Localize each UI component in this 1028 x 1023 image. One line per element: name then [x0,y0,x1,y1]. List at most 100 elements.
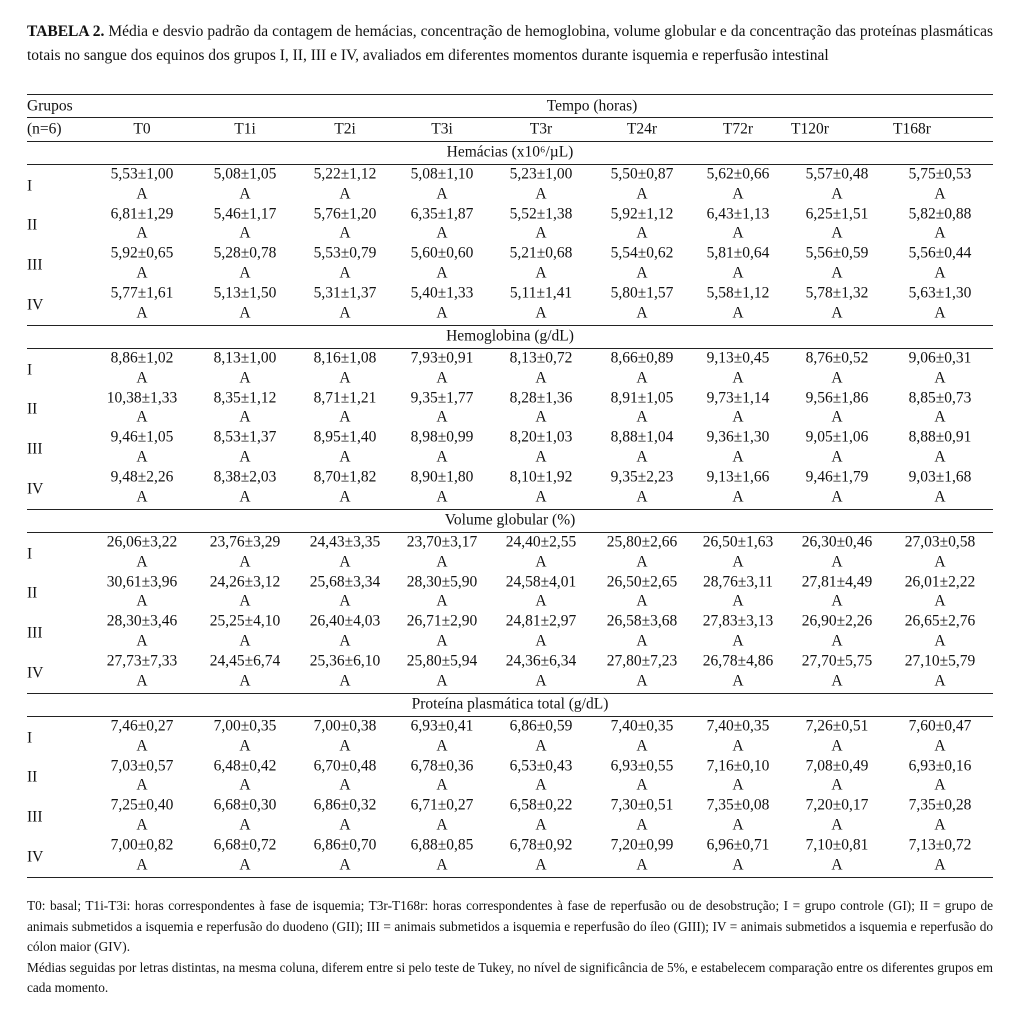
caption-label: TABELA 2. [27,23,105,40]
cell-letter: A [136,224,148,242]
cell-value: 6,93±0,41 [410,717,474,735]
cell-letter: A [239,816,251,834]
cell-letter: A [934,487,946,505]
cell-letter: A [831,816,843,834]
cell-letter: A [239,448,251,466]
cell-letter: A [339,408,351,426]
cell-letter: A [136,552,148,570]
header-n: (n=6) [27,120,62,138]
cell-value: 5,56±0,59 [805,244,869,262]
cell-letter: A [535,592,547,610]
cell-value: 8,90±1,80 [410,468,474,486]
cell-letter: A [535,487,547,505]
cell-letter: A [339,303,351,321]
cell-value: 8,13±1,00 [213,349,277,367]
cell-letter: A [239,552,251,570]
footnote: Médias seguidas por letras distintas, na… [27,959,993,996]
cell-value: 27,03±0,58 [904,533,976,551]
cell-letter: A [436,816,448,834]
cell-letter: A [535,264,547,282]
cell-letter: A [831,855,843,873]
cell-letter: A [239,224,251,242]
cell-value: 27,80±7,23 [606,652,678,670]
cell-value: 5,21±0,68 [509,244,573,262]
cell-letter: A [732,408,744,426]
group-label: I [27,729,33,746]
cell-value: 9,46±1,79 [805,468,869,486]
cell-value: 25,36±6,10 [309,652,381,670]
cell-letter: A [934,671,946,689]
cell-letter: A [636,592,648,610]
cell-value: 6,93±0,16 [908,756,972,774]
cell-letter: A [339,224,351,242]
cell-letter: A [535,184,547,202]
cell-value: 5,46±1,17 [213,204,277,222]
cell-letter: A [934,632,946,650]
cell-letter: A [436,855,448,873]
section-title: Hemoglobina (g/dL) [446,327,574,345]
cell-letter: A [339,448,351,466]
rule [27,532,993,533]
cell-letter: A [732,671,744,689]
footnotes: T0: basal; T1i-T3i: horas correspondente… [27,896,993,999]
cell-letter: A [136,632,148,650]
cell-value: 9,03±1,68 [908,468,972,486]
rule [27,877,993,878]
cell-value: 9,46±1,05 [110,428,174,446]
cell-value: 8,66±0,89 [610,349,674,367]
cell-letter: A [136,408,148,426]
cell-value: 8,10±1,92 [509,468,573,486]
cell-letter: A [136,855,148,873]
rule [27,117,993,118]
cell-letter: A [636,224,648,242]
cell-letter: A [934,736,946,754]
group-label: III [27,256,43,274]
cell-value: 6,48±0,42 [213,756,277,774]
cell-letter: A [239,487,251,505]
cell-value: 5,77±1,61 [110,284,174,302]
cell-letter: A [934,264,946,282]
cell-letter: A [339,855,351,873]
cell-value: 8,91±1,05 [610,388,674,406]
cell-letter: A [934,303,946,321]
cell-value: 5,56±0,44 [908,244,972,262]
group-label: II [27,400,38,418]
cell-value: 6,86±0,59 [509,717,573,735]
cell-value: 5,53±0,79 [313,244,377,262]
cell-value: 8,98±0,99 [410,428,474,446]
column-header: T120r [791,120,829,138]
cell-letter: A [934,816,946,834]
cell-value: 9,73±1,14 [706,388,770,406]
cell-value: 8,88±1,04 [610,428,674,446]
cell-letter: A [934,448,946,466]
cell-value: 5,22±1,12 [313,165,377,183]
cell-value: 7,20±0,99 [610,836,674,854]
cell-value: 6,88±0,85 [410,836,474,854]
cell-value: 7,26±0,51 [805,717,869,735]
cell-value: 5,92±1,12 [610,204,674,222]
cell-letter: A [436,264,448,282]
cell-value: 7,03±0,57 [110,756,174,774]
cell-value: 5,92±0,65 [110,244,174,262]
cell-value: 9,13±1,66 [706,468,770,486]
cell-value: 8,71±1,21 [313,388,377,406]
cell-value: 5,81±0,64 [706,244,770,262]
cell-letter: A [934,776,946,794]
cell-value: 25,80±5,94 [406,652,478,670]
cell-letter: A [239,736,251,754]
cell-letter: A [239,184,251,202]
cell-value: 24,58±4,01 [505,572,577,590]
cell-letter: A [636,487,648,505]
cell-value: 6,86±0,70 [313,836,377,854]
cell-value: 28,30±3,46 [106,612,178,630]
cell-value: 7,16±0,10 [706,756,770,774]
cell-letter: A [339,632,351,650]
column-header: T72r [722,120,754,138]
cell-letter: A [239,776,251,794]
cell-value: 5,31±1,37 [313,284,377,302]
cell-letter: A [732,736,744,754]
group-label: II [27,584,38,602]
cell-letter: A [732,368,744,386]
cell-letter: A [732,592,744,610]
cell-letter: A [136,368,148,386]
